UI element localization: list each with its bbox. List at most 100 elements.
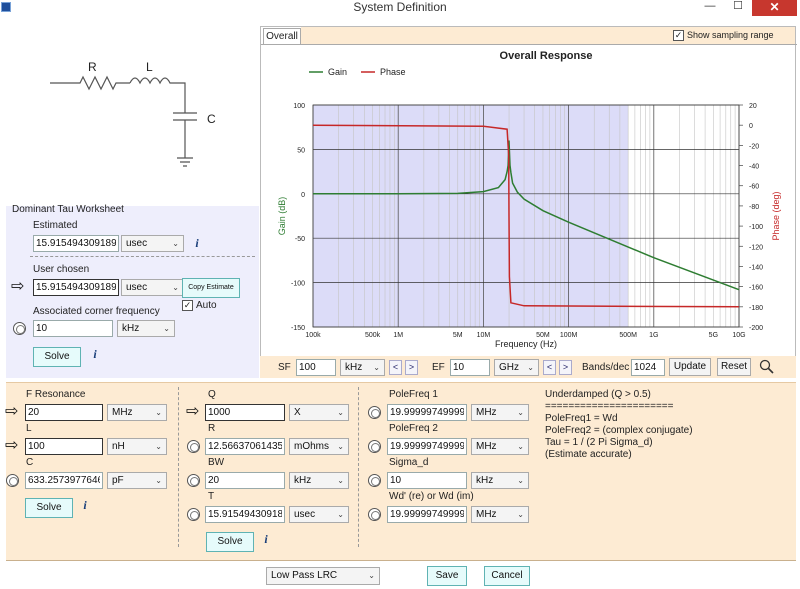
fres-input[interactable] bbox=[25, 404, 103, 421]
l-input[interactable] bbox=[25, 438, 103, 455]
corner-unit-select[interactable]: kHz ⌄ bbox=[117, 320, 175, 337]
tab-overall[interactable]: Overall bbox=[263, 28, 301, 44]
y2-tick-label: -40 bbox=[749, 164, 759, 171]
search-icon[interactable] bbox=[759, 359, 774, 374]
estimated-input[interactable] bbox=[33, 235, 119, 252]
t-input[interactable] bbox=[205, 506, 285, 523]
bands-input[interactable] bbox=[631, 359, 665, 376]
inductor-label: L bbox=[146, 60, 153, 74]
ef-prev-button[interactable]: < bbox=[543, 360, 556, 375]
chevron-down-icon: ⌄ bbox=[337, 476, 344, 485]
sf-unit-value: kHz bbox=[345, 362, 363, 373]
update-button[interactable]: Update bbox=[669, 358, 711, 376]
c-radio[interactable] bbox=[6, 474, 19, 487]
user-unit-select[interactable]: usec ⌄ bbox=[121, 279, 184, 296]
bw-label: BW bbox=[208, 457, 225, 468]
legend-label-gain: Gain bbox=[328, 67, 347, 77]
note-line: ====================== bbox=[545, 401, 674, 412]
sf-next-button[interactable]: > bbox=[405, 360, 418, 375]
cancel-button[interactable]: Cancel bbox=[484, 566, 530, 586]
c-input[interactable] bbox=[25, 472, 103, 489]
bw-input[interactable] bbox=[205, 472, 285, 489]
t-unit-select[interactable]: usec ⌄ bbox=[289, 506, 349, 523]
sigma-radio[interactable] bbox=[368, 474, 381, 487]
sf-prev-button[interactable]: < bbox=[389, 360, 402, 375]
sigma-input[interactable] bbox=[387, 472, 467, 489]
chevron-down-icon: ⌄ bbox=[155, 408, 162, 417]
ef-next-button[interactable]: > bbox=[559, 360, 572, 375]
resistor-symbol bbox=[50, 75, 130, 91]
chart-controls: SF kHz ⌄ < > EF GHz ⌄ < > Bands/dec Update… bbox=[260, 356, 796, 378]
filter-type-select[interactable]: Low Pass LRC ⌄ bbox=[266, 567, 380, 585]
r-radio[interactable] bbox=[187, 440, 200, 453]
fres-unit-select[interactable]: MHz ⌄ bbox=[107, 404, 167, 421]
bw-unit-value: kHz bbox=[294, 475, 312, 486]
chevron-down-icon: ⌄ bbox=[155, 476, 162, 485]
series-line-gain bbox=[313, 140, 740, 291]
l-unit-select[interactable]: nH ⌄ bbox=[107, 438, 167, 455]
c-unit-select[interactable]: pF ⌄ bbox=[107, 472, 167, 489]
selected-arrow-icon: ⇨ bbox=[5, 403, 19, 420]
corner-freq-input[interactable] bbox=[33, 320, 113, 337]
p1-unit-select[interactable]: MHz ⌄ bbox=[471, 404, 529, 421]
p2-radio[interactable] bbox=[368, 440, 381, 453]
wd-radio[interactable] bbox=[368, 508, 381, 521]
maximize-button[interactable]: ☐ bbox=[733, 0, 743, 12]
y2-axis-label: Phase (deg) bbox=[771, 191, 781, 240]
r-input[interactable] bbox=[205, 438, 285, 455]
selected-arrow-icon: ⇨ bbox=[186, 403, 200, 420]
p1-label: PoleFreq 1 bbox=[389, 389, 438, 400]
auto-checkbox[interactable]: ✓ bbox=[182, 300, 193, 311]
r-unit-select[interactable]: mOhms ⌄ bbox=[289, 438, 349, 455]
q-input[interactable] bbox=[205, 404, 285, 421]
y-tick-label: -100 bbox=[291, 281, 305, 288]
info-icon[interactable]: i bbox=[93, 347, 97, 361]
bw-unit-select[interactable]: kHz ⌄ bbox=[289, 472, 349, 489]
save-button[interactable]: Save bbox=[427, 566, 467, 586]
wd-unit-value: MHz bbox=[476, 509, 497, 520]
p1-unit-value: MHz bbox=[476, 407, 497, 418]
show-sampling-checkbox[interactable]: ✓ bbox=[673, 30, 684, 41]
ef-unit-select[interactable]: GHz ⌄ bbox=[494, 359, 539, 376]
r-unit-value: mOhms bbox=[294, 441, 329, 452]
info-icon[interactable]: i bbox=[264, 532, 268, 546]
q-unit-select[interactable]: X ⌄ bbox=[289, 404, 349, 421]
lrc-solve-button[interactable]: Solve bbox=[25, 498, 73, 518]
bw-radio[interactable] bbox=[187, 474, 200, 487]
user-chosen-input[interactable] bbox=[33, 279, 119, 296]
p1-radio[interactable] bbox=[368, 406, 381, 419]
info-icon[interactable]: i bbox=[195, 236, 199, 250]
copy-estimate-button[interactable]: Copy Estimate bbox=[182, 278, 240, 298]
chevron-down-icon: ⌄ bbox=[517, 476, 524, 485]
chevron-down-icon: ⌄ bbox=[517, 442, 524, 451]
info-icon[interactable]: i bbox=[83, 498, 87, 512]
sf-input[interactable] bbox=[296, 359, 336, 376]
y-tick-label: 100 bbox=[293, 103, 305, 110]
reset-button[interactable]: Reset bbox=[717, 358, 751, 376]
q-solve-button[interactable]: Solve bbox=[206, 532, 254, 552]
p2-unit-select[interactable]: MHz ⌄ bbox=[471, 438, 529, 455]
sf-unit-select[interactable]: kHz ⌄ bbox=[340, 359, 385, 376]
x-tick-label: 1G bbox=[649, 332, 658, 339]
wd-input[interactable] bbox=[387, 506, 467, 523]
response-chart: 100k 500k 1M 5M 10M 50M 100M 500M 1G 5G 10G 100 50 0 -… bbox=[277, 50, 781, 349]
t-radio[interactable] bbox=[187, 508, 200, 521]
wd-unit-select[interactable]: MHz ⌄ bbox=[471, 506, 529, 523]
sigma-unit-select[interactable]: kHz ⌄ bbox=[471, 472, 529, 489]
resistor-label: R bbox=[88, 60, 97, 74]
ef-input[interactable] bbox=[450, 359, 490, 376]
capacitor-symbol bbox=[173, 112, 197, 121]
corner-freq-radio[interactable] bbox=[13, 322, 26, 335]
p2-input[interactable] bbox=[387, 438, 467, 455]
close-button[interactable]: ✕ bbox=[752, 0, 797, 16]
minimize-button[interactable]: — bbox=[704, 0, 716, 12]
chevron-down-icon: ⌄ bbox=[337, 442, 344, 451]
tab-strip bbox=[301, 27, 795, 44]
corner-freq-label: Associated corner frequency bbox=[33, 306, 160, 317]
estimated-unit-select[interactable]: usec ⌄ bbox=[121, 235, 184, 252]
x-tick-label: 500M bbox=[619, 332, 637, 339]
note-line: Tau = 1 / (2 Pi Sigma_d) bbox=[545, 437, 653, 448]
note-line: (Estimate accurate) bbox=[545, 449, 632, 460]
tau-solve-button[interactable]: Solve bbox=[33, 347, 81, 367]
p1-input[interactable] bbox=[387, 404, 467, 421]
